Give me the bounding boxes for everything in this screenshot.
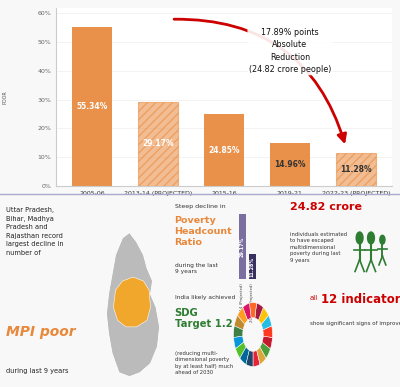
Text: Poverty
Headcount
Ratio: Poverty Headcount Ratio — [174, 216, 232, 247]
Wedge shape — [263, 326, 272, 337]
Wedge shape — [253, 350, 260, 366]
Text: show significant signs of improvement: show significant signs of improvement — [310, 321, 400, 326]
Bar — [239, 214, 246, 279]
Text: Uttar Pradesh,
Bihar, Madhya
Pradesh and
Rajasthan record
largest decline in
num: Uttar Pradesh, Bihar, Madhya Pradesh and… — [6, 207, 64, 255]
Text: 29.17%: 29.17% — [142, 139, 174, 148]
Wedge shape — [243, 303, 251, 320]
Bar — [270, 143, 310, 186]
Bar — [204, 115, 244, 186]
Text: all: all — [310, 295, 318, 301]
Wedge shape — [260, 342, 270, 358]
Text: 11.28%: 11.28% — [340, 165, 372, 174]
Bar — [138, 102, 178, 186]
Circle shape — [380, 235, 385, 244]
Wedge shape — [258, 307, 268, 324]
Wedge shape — [236, 342, 246, 358]
Wedge shape — [234, 315, 245, 330]
Text: 14.96%: 14.96% — [274, 160, 306, 169]
Text: 2013-14 (Projected): 2013-14 (Projected) — [240, 283, 244, 322]
Text: India likely achieved: India likely achieved — [174, 295, 235, 300]
Text: 24.85%: 24.85% — [208, 146, 240, 154]
Text: 2022-23 (Projected): 2022-23 (Projected) — [250, 283, 254, 322]
Y-axis label: % OF POPULATION WHO ARE MULTIDIMENSIONALLY
POOR: % OF POPULATION WHO ARE MULTIDIMENSIONAL… — [0, 34, 8, 160]
Wedge shape — [238, 307, 248, 324]
Text: during the last
9 years: during the last 9 years — [174, 263, 217, 274]
Text: 12 indicators: 12 indicators — [322, 293, 400, 306]
Wedge shape — [261, 315, 272, 330]
Text: (reducing multi-
dimensional poverty
by at least half) much
ahead of 2030: (reducing multi- dimensional poverty by … — [174, 351, 233, 375]
Wedge shape — [240, 347, 249, 364]
Polygon shape — [114, 277, 150, 327]
Wedge shape — [255, 303, 263, 320]
Text: 55.34%: 55.34% — [77, 102, 108, 111]
Text: SDG
Target 1.2: SDG Target 1.2 — [174, 308, 232, 329]
Text: 24.82 crore: 24.82 crore — [290, 202, 362, 212]
Text: 29.17%: 29.17% — [240, 236, 245, 257]
Text: MPI poor: MPI poor — [6, 325, 76, 339]
Wedge shape — [234, 336, 244, 349]
Bar — [249, 254, 256, 279]
Text: Steep decline in: Steep decline in — [174, 204, 225, 209]
Polygon shape — [106, 233, 160, 377]
Bar — [336, 153, 376, 186]
Text: during last 9 years: during last 9 years — [6, 368, 68, 374]
Wedge shape — [246, 350, 253, 366]
Wedge shape — [262, 336, 272, 349]
Text: 17.89% points
Absolute
Reduction
(24.82 crore people): 17.89% points Absolute Reduction (24.82 … — [249, 27, 331, 74]
Circle shape — [356, 232, 363, 244]
Text: individuals estimated
to have escaped
multidimensional
poverty during last
9 yea: individuals estimated to have escaped mu… — [290, 232, 347, 263]
Circle shape — [368, 232, 374, 244]
Wedge shape — [257, 347, 266, 364]
Wedge shape — [250, 303, 256, 318]
Text: 11.28%: 11.28% — [250, 257, 255, 277]
Bar — [72, 27, 112, 186]
Wedge shape — [234, 326, 243, 337]
